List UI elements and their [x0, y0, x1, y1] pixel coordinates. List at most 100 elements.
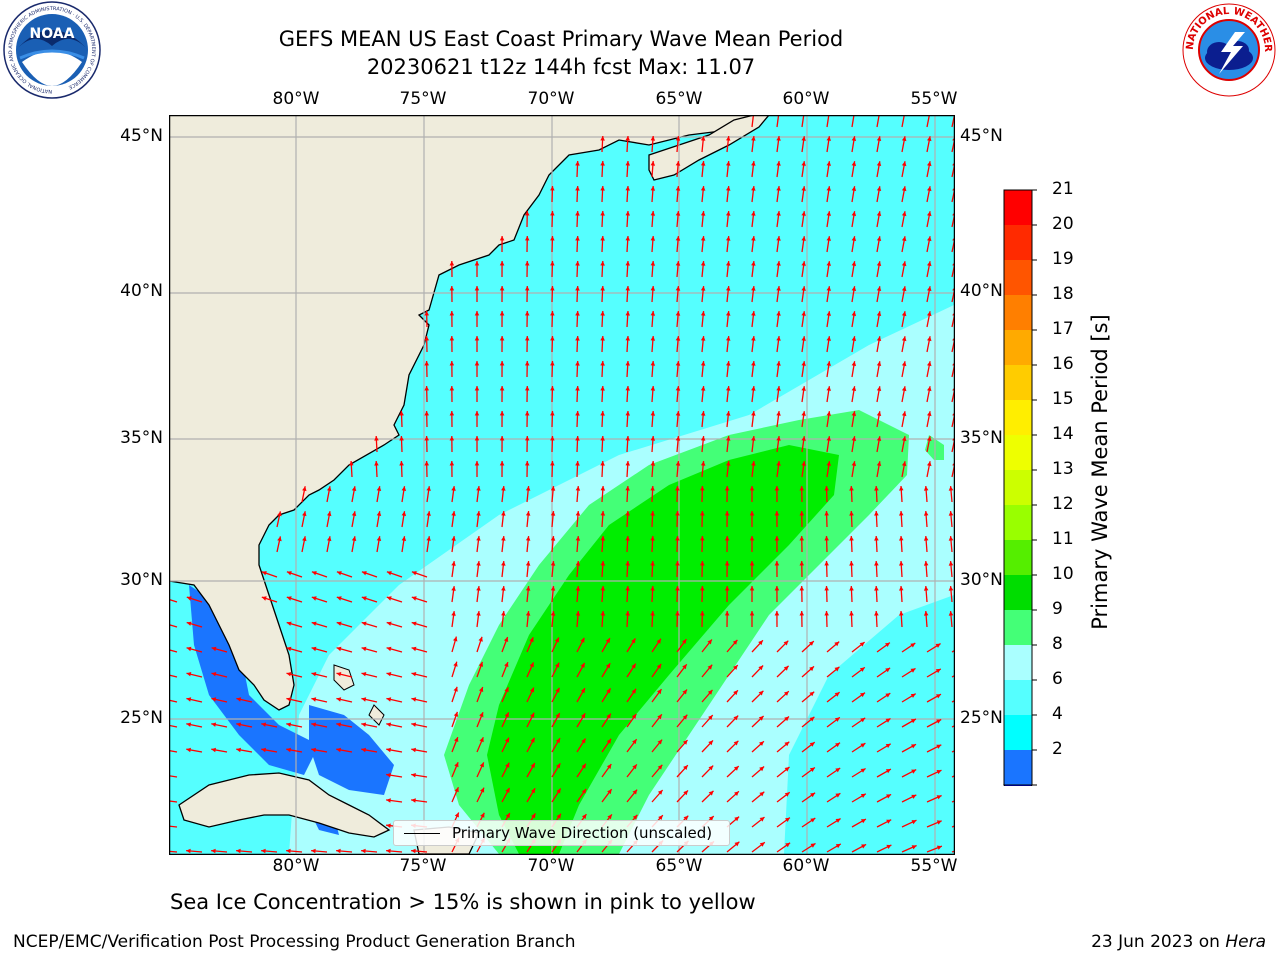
wave-arrow-head: [886, 819, 892, 824]
noaa-logo: NOAA NATIONAL OCEANIC AND ATMOSPHERIC AD…: [3, 1, 101, 99]
wave-arrow-head: [700, 161, 706, 166]
chart-subtitle: 20230621 t12z 144h fcst Max: 11.07: [366, 55, 756, 79]
wave-arrow-head: [835, 742, 840, 748]
land-bahamas: [333, 664, 385, 726]
wave-arrow-head: [600, 136, 605, 141]
wave-arrow-head: [874, 561, 879, 566]
wave-arrow-head: [575, 286, 580, 291]
wave-arrow-head: [885, 769, 891, 774]
wave-arrow-head: [675, 611, 680, 616]
colorbar-segment: [1004, 715, 1032, 750]
wave-arrow-head: [386, 773, 391, 778]
wave-arrow-head: [581, 763, 586, 769]
wave-arrow-head: [525, 561, 531, 566]
wave-arrow-head: [776, 361, 781, 366]
wave-arrow-head: [751, 136, 756, 141]
wave-arrow-head: [936, 770, 942, 775]
wave-arrow-head: [650, 536, 655, 541]
wave-arrow: [926, 115, 931, 128]
wave-arrow-head: [707, 639, 712, 645]
wave-arrow-head: [311, 646, 317, 652]
colorbar-segment: [1004, 750, 1032, 785]
wave-arrow-head: [575, 386, 580, 391]
wave-arrow-head: [774, 561, 780, 566]
wave-arrow-head: [525, 461, 530, 466]
wave-arrow-head: [454, 787, 459, 793]
wave-arrow-head: [581, 814, 587, 819]
wave-arrow-head: [675, 461, 681, 466]
wave-arrow-head: [600, 411, 605, 416]
wave-arrow-head: [776, 336, 781, 341]
wave-arrow-head: [824, 611, 829, 616]
wave-arrow-head: [451, 536, 456, 541]
wave-arrow: [951, 439, 954, 453]
wave-arrow-head: [708, 816, 714, 821]
wave-arrow-head: [784, 767, 790, 772]
wave-arrow-head: [810, 818, 816, 823]
wave-arrow-head: [899, 611, 904, 616]
wave-arrow-head: [899, 536, 904, 541]
wave-arrow-head: [952, 312, 954, 316]
wave-arrow-head: [361, 571, 367, 576]
wave-arrow-head: [675, 136, 681, 141]
wave-arrow-head: [726, 211, 731, 216]
wave-arrow-head: [851, 161, 857, 166]
land-north-america: [169, 115, 770, 711]
wave-arrow-head: [361, 722, 367, 727]
lat-tick-label: 30°N: [120, 570, 163, 590]
wave-arrow-head: [901, 161, 907, 167]
wave-arrow-head: [885, 667, 891, 673]
wave-arrow-head: [758, 640, 763, 646]
wave-arrow: [951, 339, 954, 353]
wave-arrow-head: [948, 586, 954, 591]
wave-arrow-head: [426, 486, 431, 491]
colorbar-tick-label: 18: [1052, 284, 1074, 304]
wave-arrow: [876, 115, 880, 128]
wave-arrow-head: [927, 236, 932, 242]
wave-arrow-head: [675, 486, 680, 491]
wave-arrow-head: [625, 511, 630, 516]
wave-arrow-head: [860, 692, 865, 698]
wave-arrow-head: [632, 739, 637, 745]
wave-arrow-head: [675, 511, 680, 516]
wave-arrow-head: [474, 411, 480, 416]
wave-arrow-head: [555, 687, 560, 693]
wave-arrow-head: [708, 715, 713, 720]
wave-arrow-head: [851, 361, 857, 366]
wave-arrow-head: [600, 386, 605, 391]
wave-arrow: [951, 164, 954, 178]
wave-arrow-head: [575, 261, 580, 266]
wave-arrow-head: [700, 611, 705, 616]
wave-arrow-head: [411, 722, 417, 727]
wave-arrow-head: [927, 286, 932, 292]
wave-arrow-head: [600, 286, 605, 291]
wave-arrow-head: [286, 621, 292, 626]
wave-arrow-head: [700, 261, 706, 266]
wave-arrow-head: [776, 136, 781, 141]
wave-arrow-head: [625, 186, 630, 191]
wave-arrow-head: [700, 586, 705, 591]
wave-arrow-head: [580, 688, 585, 694]
wave-arrow-head: [499, 236, 505, 241]
colorbar-segment: [1004, 365, 1032, 400]
wave-arrow-head: [474, 311, 480, 316]
wave-arrow: [951, 464, 954, 478]
wave-arrow-head: [700, 361, 706, 366]
wave-arrow-head: [650, 611, 655, 616]
wave-arrow-head: [386, 722, 392, 727]
wave-arrow-head: [901, 361, 907, 367]
wave-arrow-head: [286, 571, 292, 576]
wave-arrow-head: [885, 642, 890, 647]
wave-arrow-head: [776, 286, 781, 291]
wave-arrow-head: [901, 261, 907, 267]
lon-tick-label: 60°W: [782, 856, 830, 876]
wave-arrow-head: [311, 571, 317, 576]
wave-arrow: [951, 115, 954, 128]
wave-arrow-head: [724, 536, 730, 541]
wave-arrow-head: [935, 643, 941, 648]
wave-arrow-head: [675, 586, 680, 591]
wave-arrow-head: [935, 668, 941, 674]
wave-arrow-head: [901, 336, 907, 342]
wave-arrow-head: [936, 845, 942, 850]
wave-arrow-head: [801, 261, 806, 266]
